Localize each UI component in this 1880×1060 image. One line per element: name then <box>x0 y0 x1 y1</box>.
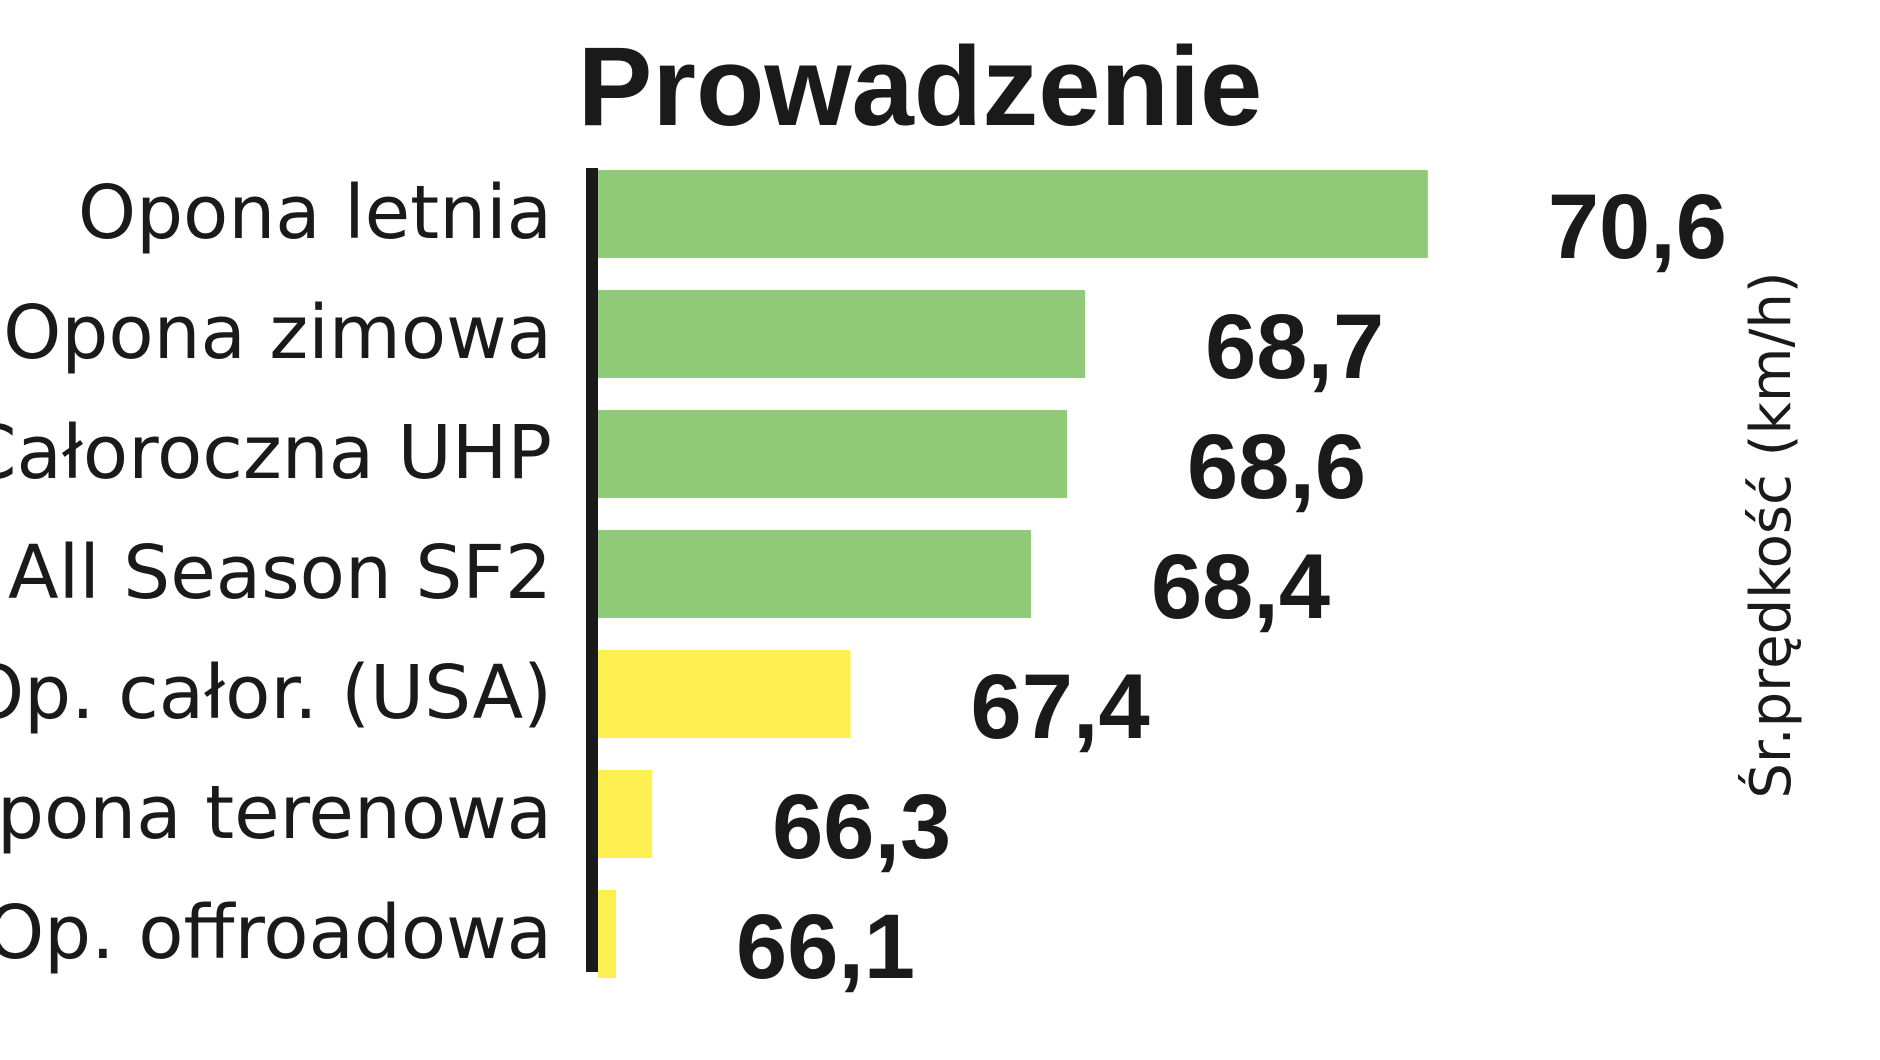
bars-group <box>598 170 1428 978</box>
bar <box>598 890 617 978</box>
category-labels: Opona letnia Opona zimowa Całoroczna UHP Al… <box>0 170 552 976</box>
value-label: 66,3 <box>772 776 951 878</box>
category-label: Op. offroadowa <box>0 890 552 976</box>
bar <box>598 290 1086 378</box>
value-label: 68,7 <box>1205 296 1384 398</box>
category-label: Opona zimowa <box>3 290 552 376</box>
chart-title: Prowadzenie <box>578 24 1263 149</box>
value-label: 66,1 <box>736 896 915 998</box>
y-axis-label: Śr.prędkość (km/h) <box>1739 271 1804 798</box>
bar <box>598 770 653 858</box>
bar <box>598 410 1068 498</box>
category-label: All Season SF2 <box>8 530 552 616</box>
value-label: 70,6 <box>1548 176 1727 278</box>
bar <box>598 530 1031 618</box>
category-label: Całoroczna UHP <box>0 410 552 496</box>
value-label: 67,4 <box>971 656 1150 758</box>
bar <box>598 170 1428 258</box>
category-label: Opona letnia <box>78 170 552 256</box>
category-label: Opona terenowa <box>0 770 552 856</box>
value-label: 68,6 <box>1187 416 1366 518</box>
bar <box>598 650 851 738</box>
value-label: 68,4 <box>1151 536 1330 638</box>
category-label: Op. całor. (USA) <box>0 650 552 736</box>
value-labels: 70,6 68,7 68,6 68,467,466,3 66,1 <box>736 176 1727 998</box>
